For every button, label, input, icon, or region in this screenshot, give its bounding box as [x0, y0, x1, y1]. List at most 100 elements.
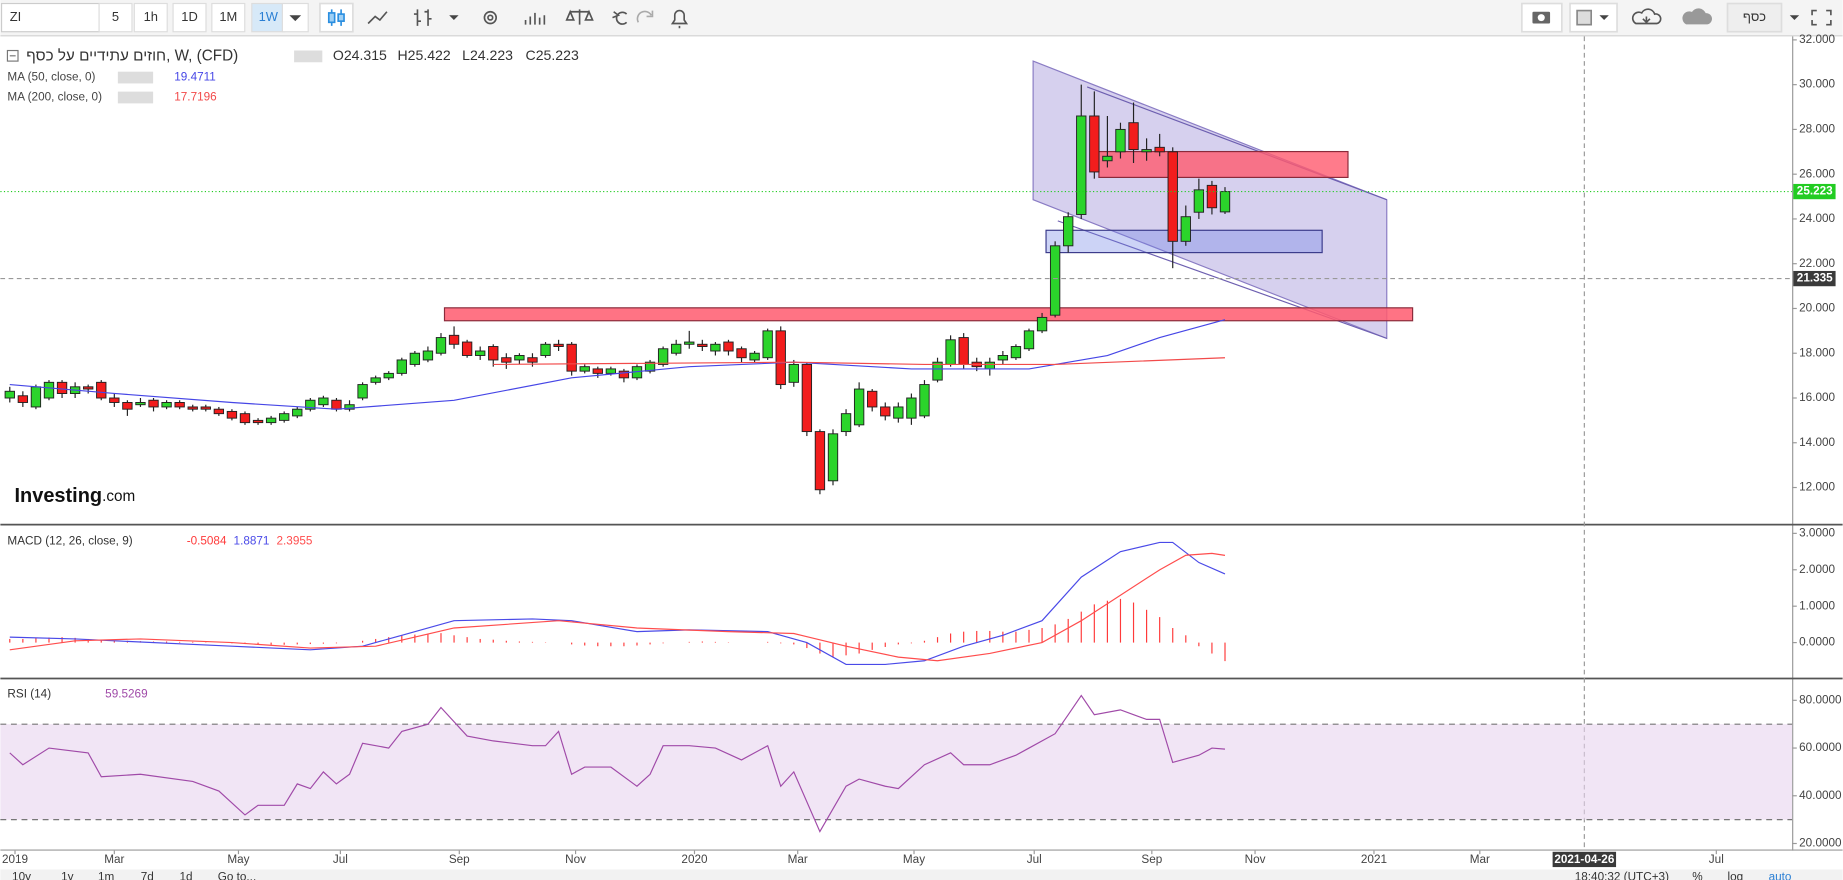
candle-body [461, 341, 473, 356]
range-button[interactable]: 7d [141, 871, 154, 880]
candle-body [17, 395, 29, 403]
candle-body [684, 341, 695, 345]
candle-body [1141, 149, 1152, 153]
candle-body [161, 402, 172, 408]
candle-button[interactable] [319, 2, 354, 33]
settings-button[interactable] [483, 10, 498, 25]
language-button[interactable] [1726, 2, 1783, 33]
candle-body [893, 406, 904, 419]
goto-button[interactable]: Go to... [218, 871, 256, 880]
snapshot-button[interactable] [1521, 2, 1563, 33]
candle-body [605, 368, 617, 374]
x-tick-label: 2020 [681, 853, 708, 866]
x-tick-label: Jul [1709, 853, 1724, 866]
bar-button[interactable] [413, 9, 432, 26]
interval-button[interactable] [172, 2, 207, 33]
candle-body [1193, 189, 1205, 213]
candle-body [292, 408, 303, 417]
x-tick-label: 2021 [1361, 853, 1387, 866]
candle-body [1115, 128, 1126, 153]
undo-button[interactable] [612, 11, 628, 25]
indicator-name: MA (200, close, 0) [7, 91, 102, 104]
candle-body [762, 330, 773, 359]
candle-body [1206, 184, 1218, 209]
candle-body [553, 343, 564, 347]
interval-button[interactable] [211, 2, 246, 33]
candle-body [579, 366, 590, 372]
candle-body [501, 357, 512, 363]
interval-button[interactable] [98, 2, 133, 33]
candle-body [919, 384, 930, 417]
interval-label: 1M [219, 9, 237, 24]
logo-main: Investing [14, 485, 102, 507]
candle-body [1076, 115, 1087, 215]
range-button[interactable]: 1m [98, 871, 114, 880]
x-tick-label: Nov [1245, 853, 1266, 866]
candle-body [148, 399, 159, 408]
candle-body [1023, 330, 1035, 350]
x-tick-label: Jul [1027, 853, 1042, 866]
candle-body [1154, 146, 1165, 153]
symbol: ZI [10, 9, 21, 24]
candle-body [488, 346, 499, 361]
scale-option[interactable]: auto [1769, 871, 1792, 880]
indicator-value: 19.4711 [174, 71, 216, 84]
candle-body [958, 337, 969, 365]
legend-buttons[interactable] [294, 50, 323, 63]
crosshair-price-label: 21.335 [1797, 272, 1833, 285]
x-tick-label: May [227, 853, 249, 866]
indicator-value: 1.8871 [234, 535, 270, 548]
x-tick-label: Mar [788, 853, 808, 866]
indicators-button[interactable] [524, 12, 546, 25]
tool-icons [319, 2, 1832, 33]
save-button[interactable] [1682, 8, 1712, 25]
range-button[interactable]: 1d [179, 871, 192, 880]
candle-body [331, 399, 342, 410]
candle-body [174, 402, 185, 408]
interval-button[interactable] [251, 2, 286, 33]
line-series [493, 357, 1225, 366]
candle-body [1219, 191, 1231, 213]
symbol-input[interactable] [0, 2, 100, 33]
interval-label: 5 [112, 9, 119, 24]
indicator-value: 2.3955 [277, 535, 313, 548]
interval-button[interactable] [133, 2, 168, 33]
redo-button[interactable] [636, 10, 654, 23]
y-tick-label: 20.0000 [1799, 837, 1842, 850]
candle-body [867, 390, 878, 408]
dropdown-arrow [289, 15, 302, 22]
indicator-name: MACD (12, 26, close, 9) [7, 535, 132, 548]
compare-button[interactable] [565, 9, 594, 25]
line-series [9, 552, 1226, 662]
scale-option[interactable]: % [1692, 871, 1703, 880]
logo-suffix: .com [102, 488, 135, 505]
y-tick-label: 22.000 [1799, 257, 1835, 270]
candle-body [357, 384, 368, 399]
candle-body [409, 352, 421, 365]
x-tick-label: Jul [333, 853, 348, 866]
scale-option[interactable]: log [1727, 871, 1743, 880]
candle-body [788, 363, 799, 383]
candle-body [945, 339, 956, 365]
crosshair-date: 2021-04-26 [1554, 853, 1614, 866]
candle-body [135, 402, 146, 406]
y-tick-label: 28.000 [1799, 123, 1835, 136]
candle-body [239, 413, 251, 424]
line-button[interactable] [367, 11, 388, 25]
candle-body [906, 397, 917, 419]
range-button[interactable]: 1y [61, 871, 74, 880]
y-tick-label: 40.0000 [1799, 789, 1842, 802]
candle-body [396, 359, 407, 374]
x-tick-label: Mar [1470, 853, 1490, 866]
candle-body [997, 355, 1009, 361]
candle-body [122, 402, 133, 410]
alert-button[interactable] [670, 9, 689, 29]
last-price-label: 25.223 [1797, 185, 1833, 198]
indicator-buttons [117, 71, 154, 84]
load-button[interactable] [1631, 8, 1662, 25]
fullscreen-button[interactable] [1811, 9, 1832, 26]
x-tick-label: May [903, 853, 925, 866]
candle-body [527, 357, 538, 363]
range-button[interactable]: 10y [12, 871, 31, 880]
chart-title: חוזים עתידיים על כסף, W, (CFD) [26, 47, 238, 64]
